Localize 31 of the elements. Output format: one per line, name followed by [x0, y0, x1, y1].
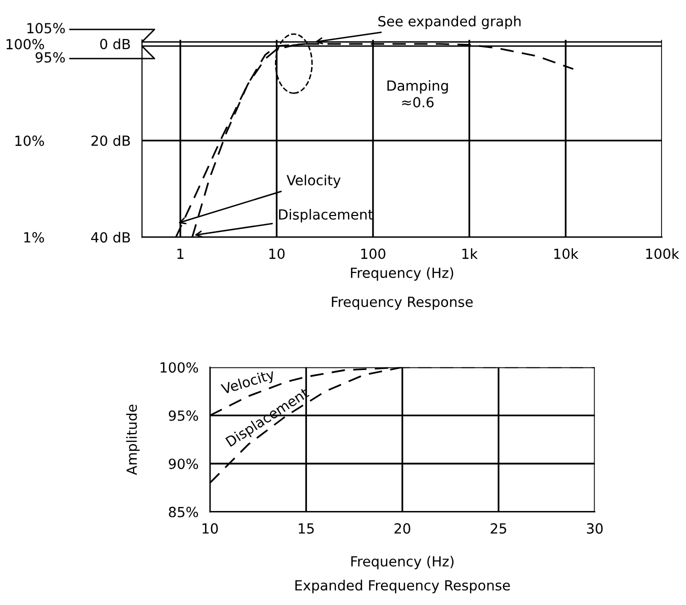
x-tick-label: 10 — [269, 248, 285, 260]
ref-line-label: 95% — [36, 52, 65, 63]
x-tick-label: 1 — [177, 248, 184, 259]
y-tick-label: 85% — [168, 506, 198, 518]
text: Expanded Frequency Response — [295, 580, 510, 594]
x-tick-label: 100 — [361, 248, 386, 260]
x-tick-label: 30 — [586, 523, 603, 534]
text: Frequency Response — [332, 296, 473, 310]
annotation: See expanded graph — [378, 16, 521, 30]
y2-tick-label: 20 dB — [91, 135, 130, 146]
x-axis-title: Frequency (Hz) — [350, 267, 454, 281]
y2-tick-label: 40 dB — [91, 232, 130, 243]
x-tick-label: 25 — [490, 523, 506, 534]
y-tick-label: 10% — [15, 136, 44, 146]
y-tick-label: 90% — [168, 458, 198, 470]
x-tick-label: 10 — [202, 523, 218, 534]
y2-tick-label: 0 dB — [100, 38, 130, 50]
y-tick-label: 100% — [160, 362, 198, 373]
ref-line-label: 105% — [27, 22, 65, 34]
x-tick-label: 15 — [298, 523, 314, 534]
y-tick-label: 1% — [24, 232, 44, 243]
annotation: Velocity — [286, 174, 341, 188]
x-tick-label: 20 — [394, 523, 410, 534]
x-tick-label: 10k — [554, 248, 578, 260]
annotation: Damping ≈0.6 — [387, 80, 448, 108]
x-tick-label: 1k — [462, 248, 478, 259]
y-axis-title: Amplitude — [126, 404, 140, 476]
x-tick-label: 100k — [646, 248, 680, 260]
x-axis-title: Frequency (Hz) — [351, 556, 454, 570]
y-tick-label: 95% — [168, 410, 198, 421]
y-tick-label: 100% — [6, 38, 44, 50]
